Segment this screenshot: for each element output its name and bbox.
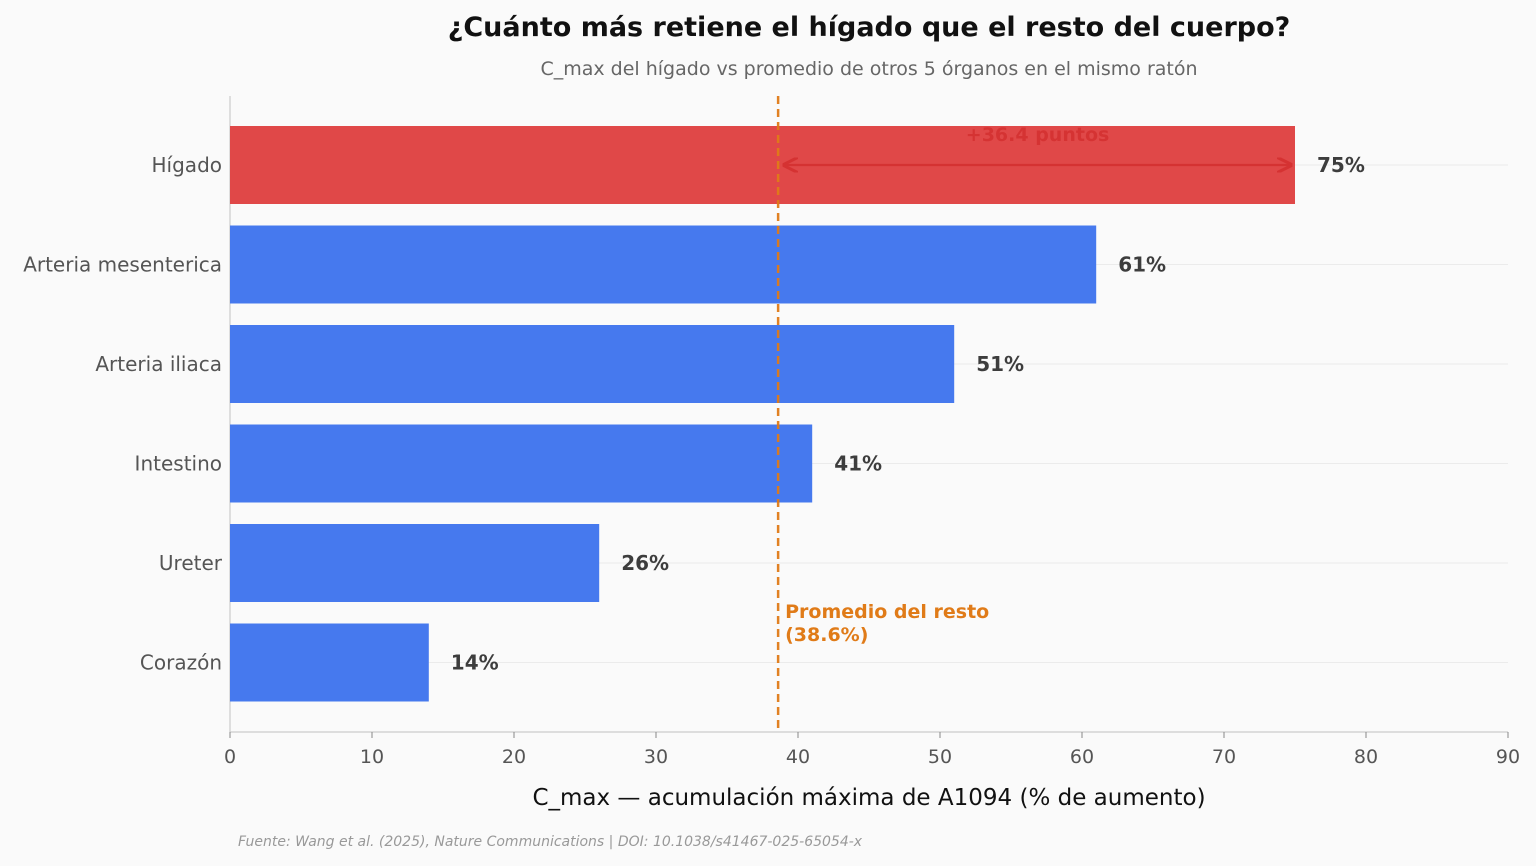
value-label: 75%	[1317, 153, 1365, 177]
bar	[230, 424, 813, 503]
value-label: 14%	[451, 651, 499, 675]
reference-label-line2: (38.6%)	[785, 624, 868, 646]
bar	[230, 325, 955, 403]
category-label: Hígado	[152, 153, 222, 177]
chart-title: ¿Cuánto más retiene el hígado que el res…	[447, 12, 1291, 43]
x-tick-label: 40	[786, 746, 810, 768]
category-label: Arteria iliaca	[95, 352, 222, 376]
value-label: 41%	[834, 452, 882, 476]
value-label: 26%	[621, 551, 669, 575]
x-tick-label: 60	[1070, 746, 1094, 768]
value-label: 51%	[976, 352, 1024, 376]
x-tick-label: 10	[360, 746, 384, 768]
x-tick-label: 70	[1212, 746, 1236, 768]
bar	[230, 225, 1097, 304]
x-tick-label: 90	[1496, 746, 1520, 768]
bar	[230, 623, 429, 702]
category-label: Corazón	[140, 651, 222, 675]
value-label: 61%	[1118, 253, 1166, 277]
category-label: Intestino	[135, 452, 222, 476]
x-tick-label: 80	[1354, 746, 1378, 768]
chart-subtitle: C_max del hígado vs promedio de otros 5 …	[540, 58, 1198, 80]
source-note: Fuente: Wang et al. (2025), Nature Commu…	[238, 834, 863, 850]
x-tick-label: 0	[224, 746, 236, 768]
x-tick-label: 20	[502, 746, 526, 768]
x-axis-label: C_max — acumulación máxima de A1094 (% d…	[532, 785, 1205, 811]
reference-label-line1: Promedio del resto	[785, 601, 989, 623]
bar	[230, 524, 600, 602]
category-label: Ureter	[159, 551, 223, 575]
x-tick-label: 50	[928, 746, 952, 768]
x-tick-label: 30	[644, 746, 668, 768]
difference-label: +36.4 puntos	[966, 124, 1110, 146]
category-label: Arteria mesenterica	[23, 253, 222, 277]
